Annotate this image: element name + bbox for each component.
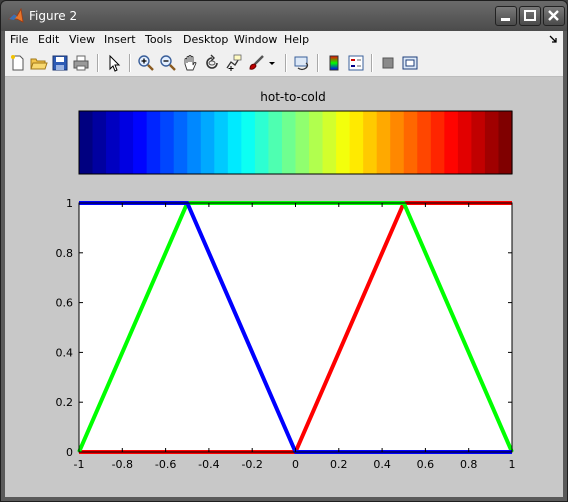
toolbar-separator bbox=[285, 54, 287, 72]
matlab-logo-icon bbox=[8, 8, 24, 23]
x-tick-label: 0.8 bbox=[460, 458, 478, 471]
colorbar-cell bbox=[200, 111, 215, 174]
x-tick-label: -0.6 bbox=[155, 458, 176, 471]
x-tick-label: 1 bbox=[509, 458, 516, 471]
zoom-out-icon[interactable] bbox=[159, 54, 177, 72]
colorbar-cell bbox=[281, 111, 297, 174]
colorbar-cell bbox=[322, 111, 337, 174]
menu-edit[interactable]: Edit bbox=[38, 33, 60, 46]
colorbar-cell bbox=[376, 111, 391, 174]
y-tick-label: 0.4 bbox=[56, 346, 74, 359]
pan-hand-icon[interactable] bbox=[181, 54, 199, 72]
x-tick-label: 0 bbox=[292, 458, 299, 471]
menu-help[interactable]: Help bbox=[284, 33, 310, 46]
menu-file[interactable]: File bbox=[10, 33, 29, 46]
rotate-3d-icon[interactable] bbox=[203, 54, 221, 72]
colorbar-cell bbox=[133, 111, 148, 174]
colorbar-cell bbox=[79, 111, 94, 174]
colorbar-cell bbox=[390, 111, 405, 174]
colorbar-cell bbox=[106, 111, 121, 174]
colorbar-cell bbox=[417, 111, 432, 174]
colorbar-cell bbox=[119, 111, 134, 174]
line-axes: -1 -0.8 -0.6 -0.4 -0.2 0 0.2 0.4 0.6 0.8 1 0 0.2 0.4 0… bbox=[56, 197, 516, 471]
x-tick-label: -0.8 bbox=[112, 458, 133, 471]
minimize-button[interactable] bbox=[495, 6, 517, 26]
colorbar-cell bbox=[498, 111, 513, 174]
colorbar-title: hot-to-cold bbox=[260, 90, 325, 104]
toolbar-separator bbox=[371, 54, 373, 72]
print-icon[interactable] bbox=[72, 54, 90, 72]
figure-canvas: hot-to-cold -1 -0.8 -0.6 -0.4 -0.2 0 0.2 0.4 0.6… bbox=[5, 77, 563, 497]
zoom-in-icon[interactable] bbox=[137, 54, 155, 72]
colorbar-cell bbox=[363, 111, 378, 174]
menu-desktop[interactable]: Desktop bbox=[183, 33, 229, 46]
colorbar-cell bbox=[444, 111, 459, 174]
save-icon[interactable] bbox=[51, 54, 69, 72]
colorbar-cell bbox=[430, 111, 445, 174]
maximize-button[interactable] bbox=[519, 6, 541, 26]
hide-plot-tools-icon[interactable] bbox=[379, 54, 397, 72]
colorbar-cell bbox=[173, 111, 188, 174]
open-file-icon[interactable] bbox=[30, 54, 48, 72]
close-icon bbox=[548, 10, 559, 21]
colorbar-cell bbox=[187, 111, 202, 174]
x-tick-label: 0.2 bbox=[330, 458, 348, 471]
maximize-icon bbox=[524, 10, 536, 21]
colorbar-cell bbox=[254, 111, 270, 174]
colorbar-cell bbox=[241, 111, 256, 174]
y-tick-label: 1 bbox=[66, 197, 73, 210]
data-cursor-icon[interactable] bbox=[225, 54, 243, 72]
colorbar bbox=[78, 110, 513, 175]
y-tick-label: 0.6 bbox=[56, 297, 74, 310]
menu-view[interactable]: View bbox=[69, 33, 96, 46]
y-tick-label: 0.8 bbox=[56, 247, 74, 260]
y-tick-label: 0.2 bbox=[56, 396, 74, 409]
toolbar-separator bbox=[129, 54, 131, 72]
x-tick-label: 0.4 bbox=[373, 458, 391, 471]
toolbar-separator bbox=[97, 54, 99, 72]
colorbar-frame bbox=[78, 110, 513, 175]
colorbar-cell bbox=[160, 111, 175, 174]
colorbar-cell bbox=[214, 111, 229, 174]
brush-icon[interactable] bbox=[247, 54, 265, 72]
show-plot-tools-icon[interactable] bbox=[401, 54, 419, 72]
menu-tools[interactable]: Tools bbox=[145, 33, 173, 46]
colorbar-cell bbox=[309, 111, 324, 174]
window-title: Figure 2 bbox=[29, 9, 78, 23]
insert-legend-icon[interactable] bbox=[347, 54, 365, 72]
x-tick-label: -1 bbox=[74, 458, 85, 471]
new-figure-icon[interactable] bbox=[9, 54, 27, 72]
y-tick-label: 0 bbox=[66, 446, 73, 459]
toolbar-separator bbox=[317, 54, 319, 72]
colorbar-cell bbox=[403, 111, 418, 174]
colorbar-cell bbox=[146, 111, 161, 174]
colorbar-cell bbox=[295, 111, 310, 174]
colorbar-cell bbox=[349, 111, 364, 174]
figure-toolbar bbox=[5, 49, 563, 77]
insert-colorbar-icon[interactable] bbox=[325, 54, 343, 72]
colorbar-cell bbox=[268, 111, 283, 174]
title-bar[interactable]: Figure 2 bbox=[1, 1, 567, 31]
colorbar-cell bbox=[92, 111, 107, 174]
colorbar-cell bbox=[336, 111, 351, 174]
link-plot-icon[interactable] bbox=[293, 54, 311, 72]
close-button[interactable] bbox=[543, 6, 565, 26]
menu-window[interactable]: Window bbox=[234, 33, 278, 46]
x-tick-label: -0.2 bbox=[241, 458, 262, 471]
minimize-icon bbox=[501, 18, 510, 21]
edit-plot-arrow-icon[interactable] bbox=[105, 54, 123, 72]
x-tick-label: 0.6 bbox=[417, 458, 435, 471]
plot-background bbox=[79, 203, 512, 452]
x-tick-label: -0.4 bbox=[198, 458, 219, 471]
brush-menu-arrow-icon[interactable] bbox=[267, 54, 277, 72]
menu-bar: File Edit View Insert Tools Desktop Wind… bbox=[5, 31, 563, 49]
menu-insert[interactable]: Insert bbox=[104, 33, 136, 46]
colorbar-cell bbox=[471, 111, 486, 174]
dock-arrow-icon[interactable] bbox=[548, 34, 558, 44]
colorbar-cell bbox=[227, 111, 242, 174]
colorbar-cell bbox=[484, 111, 500, 174]
colorbar-cell bbox=[457, 111, 473, 174]
chart-area: hot-to-cold -1 -0.8 -0.6 -0.4 -0.2 0 0.2 0.4 0.6… bbox=[56, 90, 516, 471]
